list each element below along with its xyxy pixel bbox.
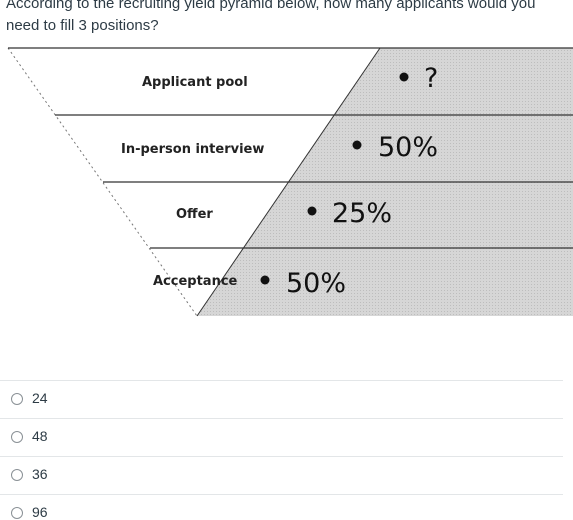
answer-option[interactable]: 48 <box>0 418 563 456</box>
bullet-icon <box>307 206 317 216</box>
bullet-icon <box>352 140 362 150</box>
answer-label[interactable]: 24 <box>32 390 48 406</box>
answer-label[interactable]: 36 <box>32 466 48 482</box>
question-text: According to the recruiting yield pyrami… <box>6 0 536 34</box>
level-label-offer: Offer <box>176 207 213 222</box>
level-label-acceptance: Acceptance <box>153 274 238 289</box>
radio-button[interactable] <box>11 431 23 443</box>
level-value-applicant-pool: ? <box>424 63 438 94</box>
radio-button[interactable] <box>11 469 23 481</box>
answer-label[interactable]: 48 <box>32 428 48 444</box>
level-label-applicant-pool: Applicant pool <box>142 75 248 90</box>
recruiting-yield-pyramid-image: Applicant pool In-person interview Offer… <box>7 47 573 317</box>
answer-option[interactable]: 24 <box>0 380 563 418</box>
bullet-icon <box>399 72 409 82</box>
level-value-in-person-interview: 50% <box>378 132 438 163</box>
level-value-acceptance: 50% <box>286 268 346 299</box>
answer-option[interactable]: 36 <box>0 456 563 494</box>
level-value-offer: 25% <box>332 198 392 229</box>
radio-button[interactable] <box>11 393 23 405</box>
answer-options: 24 48 36 96 <box>0 380 563 520</box>
level-label-in-person-interview: In-person interview <box>121 142 264 157</box>
answer-label[interactable]: 96 <box>32 504 48 520</box>
bullet-icon <box>260 275 270 285</box>
radio-button[interactable] <box>11 507 23 519</box>
answer-option[interactable]: 96 <box>0 494 563 520</box>
